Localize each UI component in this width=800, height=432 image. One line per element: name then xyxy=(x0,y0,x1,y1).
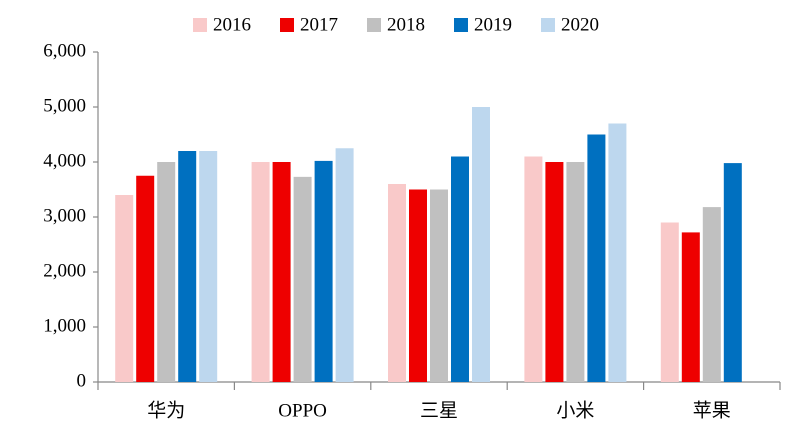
bar xyxy=(178,151,197,382)
y-tick-label: 4,000 xyxy=(43,150,86,171)
bar xyxy=(136,175,155,382)
bar xyxy=(566,162,585,382)
bar xyxy=(451,156,469,382)
y-tick-label: 5,000 xyxy=(43,95,86,116)
bar xyxy=(251,162,270,382)
bar xyxy=(388,184,406,382)
x-tick-label: 华为 xyxy=(147,399,185,421)
bar xyxy=(430,189,448,382)
bar xyxy=(587,134,606,382)
bar xyxy=(545,162,564,382)
bar xyxy=(157,162,176,382)
x-tick-label: 苹果 xyxy=(693,399,731,421)
x-tick-label: 小米 xyxy=(556,399,594,421)
bar xyxy=(199,151,218,382)
bar xyxy=(660,222,679,382)
bar xyxy=(681,232,700,382)
legend-label: 2017 xyxy=(300,14,338,35)
legend-swatch xyxy=(367,18,381,32)
bar xyxy=(409,189,427,382)
y-tick-label: 2,000 xyxy=(43,260,86,281)
legend-swatch xyxy=(280,18,294,32)
y-tick-label: 6,000 xyxy=(43,40,86,61)
y-tick-label: 1,000 xyxy=(43,315,86,336)
bar xyxy=(314,160,333,382)
legend-label: 2016 xyxy=(213,14,251,35)
bar xyxy=(702,207,721,382)
x-tick-label: OPPO xyxy=(278,400,327,421)
legend-label: 2018 xyxy=(387,14,425,35)
bar xyxy=(272,162,291,382)
legend-swatch xyxy=(193,18,207,32)
bar xyxy=(524,156,543,382)
x-tick-label: 三星 xyxy=(420,400,458,421)
bar xyxy=(335,148,354,382)
bar xyxy=(472,107,490,382)
legend-label: 2020 xyxy=(561,14,599,35)
y-tick-label: 0 xyxy=(77,370,87,391)
bar xyxy=(723,163,742,382)
bar xyxy=(115,195,134,382)
bar xyxy=(608,123,627,382)
legend-swatch xyxy=(454,18,468,32)
y-tick-label: 3,000 xyxy=(43,205,86,226)
bar xyxy=(293,176,312,382)
legend-swatch xyxy=(541,18,555,32)
legend-label: 2019 xyxy=(474,14,512,35)
